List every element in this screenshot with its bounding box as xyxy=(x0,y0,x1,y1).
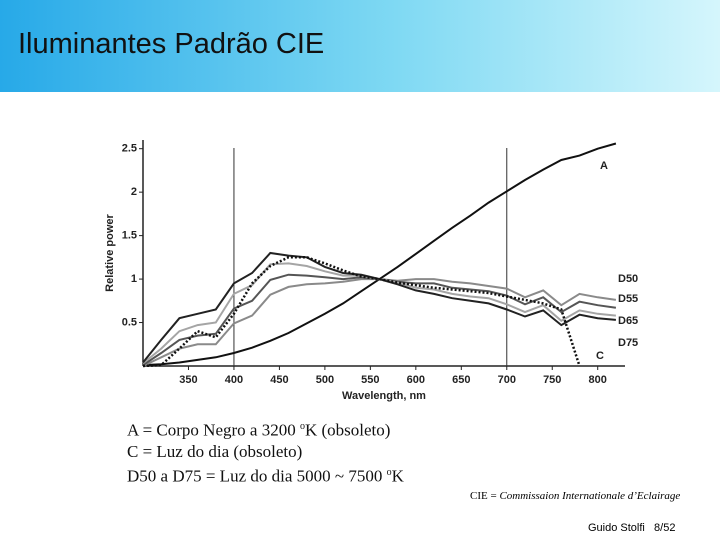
text: D50 a D75 = Luz do dia 5000 ~ 7500 xyxy=(127,466,387,486)
series-label: D50 xyxy=(618,273,638,285)
footer: Guido Stolfi 8/52 xyxy=(588,522,675,534)
x-tick-label: 400 xyxy=(225,374,243,386)
footnote: CIE = Commissaion Internationale d’Eclai… xyxy=(470,490,680,502)
y-tick-label: 0.5 xyxy=(122,316,137,328)
y-axis-title: Relative power xyxy=(104,213,116,291)
page-number: 8/52 xyxy=(654,522,676,534)
text: Commissaion Internationale d’Eclairage xyxy=(499,490,681,502)
text: A = Corpo Negro a 3200 xyxy=(127,420,300,440)
degree: o xyxy=(299,421,305,432)
text: K xyxy=(391,466,404,486)
x-tick-label: 650 xyxy=(452,374,470,386)
title: Iluminantes Padrão CIE xyxy=(18,28,325,60)
x-tick-label: 450 xyxy=(270,374,288,386)
x-tick-label: 600 xyxy=(407,374,425,386)
captions: A = Corpo Negro a 3200 oK (obsoleto) C =… xyxy=(127,416,404,486)
caption: C = Luz do dia (obsoleto) xyxy=(127,441,404,462)
x-tick-label: 750 xyxy=(543,374,561,386)
series-label: C xyxy=(596,350,604,362)
x-tick-label: 500 xyxy=(316,374,334,386)
y-tick-label: 2 xyxy=(131,186,137,198)
chart: 0.5 1 1.5 2 2.5 350 400 450 500 550 600 650 700 750 80… xyxy=(104,140,638,402)
x-tick-label: 550 xyxy=(361,374,379,386)
series-label: A xyxy=(600,160,608,172)
series-line xyxy=(142,273,617,366)
x-tick-label: 800 xyxy=(589,374,607,386)
text: C = Luz do dia (obsoleto) xyxy=(127,441,303,461)
header: Iluminantes Padrão CIE xyxy=(0,0,720,92)
degree: o xyxy=(386,466,392,478)
series-label: D75 xyxy=(618,337,638,349)
y-tick-label: 1.5 xyxy=(122,230,137,242)
x-tick-label: 700 xyxy=(498,374,516,386)
text: CIE = xyxy=(470,490,500,502)
series-line xyxy=(142,142,617,367)
text: K (obsoleto) xyxy=(304,420,391,440)
author: Guido Stolfi xyxy=(588,522,645,534)
y-tick-label: 2.5 xyxy=(122,143,137,155)
series-label: D65 xyxy=(618,315,638,327)
series-label: D55 xyxy=(618,293,638,305)
x-tick-label: 350 xyxy=(179,374,197,386)
y-tick-label: 1 xyxy=(131,273,137,285)
series-line xyxy=(142,256,581,368)
caption: D50 a D75 = Luz do dia 5000 ~ 7500 oK xyxy=(127,462,404,487)
caption: A = Corpo Negro a 3200 oK (obsoleto) xyxy=(127,416,404,441)
x-axis-title: Wavelength, nm xyxy=(342,390,426,402)
